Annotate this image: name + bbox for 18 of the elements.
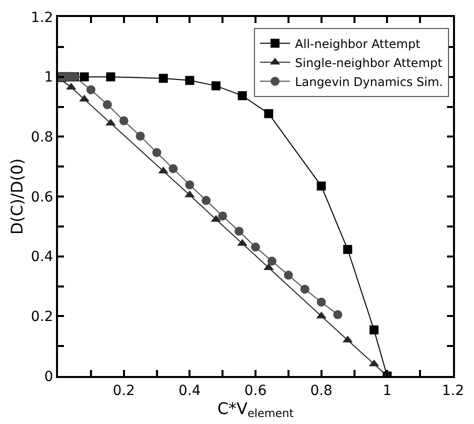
x-tick-label: 0.4	[178, 382, 201, 399]
x-tick-label: 0.6	[244, 382, 267, 399]
legend-label: Single-neighbor Attempt	[295, 56, 443, 70]
x-tick-label: 1	[382, 382, 392, 399]
y-tick-label: 1	[44, 70, 54, 86]
y-tick-label: 0.2	[30, 309, 54, 326]
y-tick-label: 0.8	[30, 130, 54, 146]
legend-label: Langevin Dynamics Sim.	[295, 74, 444, 89]
y-tick-label: 0.6	[30, 189, 54, 206]
y-tick-label: 1.2	[30, 10, 54, 26]
y-tick-label: 0	[44, 368, 54, 385]
y-axis-title: D(C)/D(0)	[7, 158, 26, 235]
x-tick-label: 0.8	[310, 382, 332, 399]
x-tick-label: 1.2	[442, 382, 464, 399]
legend-label: All-neighbor Attempt	[295, 36, 421, 51]
x-tick-label: 0.2	[112, 382, 135, 399]
x-axis-title: C*V$_{element}$	[217, 398, 294, 420]
y-tick-label: 0.4	[30, 249, 54, 266]
